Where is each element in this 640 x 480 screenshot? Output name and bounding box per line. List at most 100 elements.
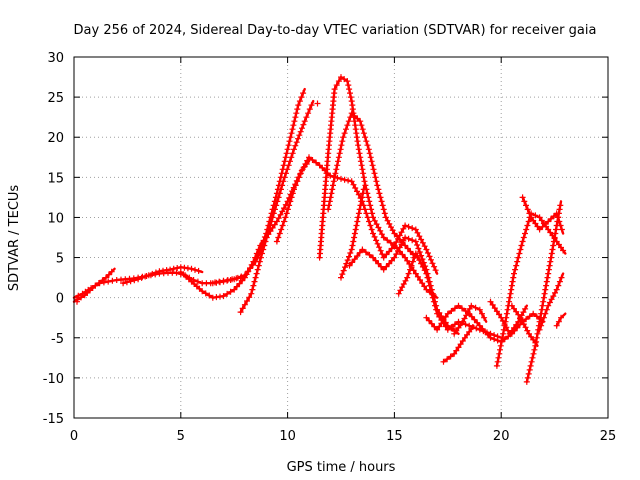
data-point	[442, 323, 449, 330]
data-point	[468, 302, 475, 309]
data-point	[560, 247, 567, 254]
data-point	[279, 222, 286, 229]
data-point	[358, 162, 365, 169]
data-point	[275, 234, 282, 241]
data-point	[279, 208, 286, 215]
data-point	[345, 118, 352, 125]
data-point	[541, 290, 548, 297]
data-point	[341, 130, 348, 137]
data-point	[556, 218, 563, 225]
data-point	[522, 230, 528, 237]
data-point	[517, 314, 524, 321]
data-point	[370, 254, 376, 261]
data-point	[522, 324, 529, 331]
data-point	[152, 269, 159, 276]
y-tick-label: 30	[47, 51, 64, 66]
data-point	[357, 202, 364, 209]
data-point	[545, 270, 552, 277]
data-point	[285, 142, 292, 149]
data-point	[366, 218, 372, 225]
series-arc-16	[451, 302, 488, 337]
data-point	[247, 265, 254, 272]
data-point	[415, 245, 422, 252]
data-point	[246, 294, 253, 301]
y-axis-label: SDTVAR / TECUs	[7, 185, 22, 292]
data-point	[497, 342, 504, 349]
data-point	[497, 346, 503, 353]
data-point	[472, 304, 479, 311]
data-point	[461, 315, 468, 322]
data-point	[536, 226, 543, 233]
data-point	[103, 274, 109, 281]
data-point	[370, 214, 376, 221]
data-point	[276, 230, 283, 237]
data-point	[409, 237, 416, 244]
data-point	[412, 270, 419, 277]
data-point	[558, 314, 564, 321]
data-point	[231, 286, 238, 293]
series-arc-2	[72, 267, 116, 305]
data-point	[370, 166, 377, 173]
data-point	[542, 286, 549, 293]
data-point	[350, 238, 357, 245]
data-point	[263, 234, 270, 241]
y-tick-label: 5	[56, 252, 64, 267]
data-point	[434, 310, 441, 317]
data-point	[555, 318, 562, 325]
data-point	[354, 115, 361, 122]
data-point	[359, 126, 366, 133]
data-point	[391, 254, 398, 261]
data-point	[381, 210, 388, 217]
data-point	[282, 214, 289, 221]
data-point	[353, 222, 360, 229]
data-point	[368, 206, 375, 213]
data-point	[396, 236, 403, 243]
data-point	[356, 150, 363, 157]
data-point	[344, 122, 351, 129]
data-point	[281, 218, 287, 225]
data-point	[531, 346, 538, 353]
data-point	[366, 150, 373, 157]
data-point	[360, 186, 367, 193]
data-point	[455, 324, 462, 331]
series-arc-3	[120, 264, 204, 287]
data-point	[550, 238, 557, 245]
data-point	[295, 102, 302, 109]
data-point	[377, 194, 384, 201]
data-point	[368, 226, 375, 233]
data-point	[291, 186, 297, 193]
data-point	[511, 270, 517, 277]
data-point	[362, 249, 369, 256]
y-tick-label: 20	[47, 131, 64, 146]
data-point	[332, 170, 339, 177]
data-point	[503, 324, 510, 331]
x-tick-label: 25	[600, 429, 617, 444]
data-point	[291, 118, 298, 125]
data-point	[138, 274, 145, 281]
data-point	[434, 326, 441, 333]
data-point	[517, 246, 524, 253]
data-point	[506, 294, 513, 301]
data-point	[326, 198, 333, 205]
data-point	[345, 82, 352, 89]
data-point	[345, 177, 352, 184]
data-point	[364, 214, 371, 221]
data-point	[374, 182, 381, 189]
data-point	[451, 350, 458, 357]
data-point	[254, 254, 261, 261]
data-point	[273, 202, 280, 209]
data-point	[533, 334, 540, 341]
data-point	[105, 271, 112, 278]
data-point	[395, 247, 401, 254]
data-point	[296, 132, 303, 139]
data-point	[552, 230, 559, 237]
data-point	[343, 126, 349, 133]
data-point	[354, 218, 361, 225]
data-point	[526, 313, 533, 320]
data-point	[278, 186, 284, 193]
data-point	[507, 290, 514, 297]
data-point	[145, 272, 152, 279]
data-point	[254, 266, 261, 273]
data-point	[123, 279, 130, 286]
data-point	[405, 270, 412, 277]
